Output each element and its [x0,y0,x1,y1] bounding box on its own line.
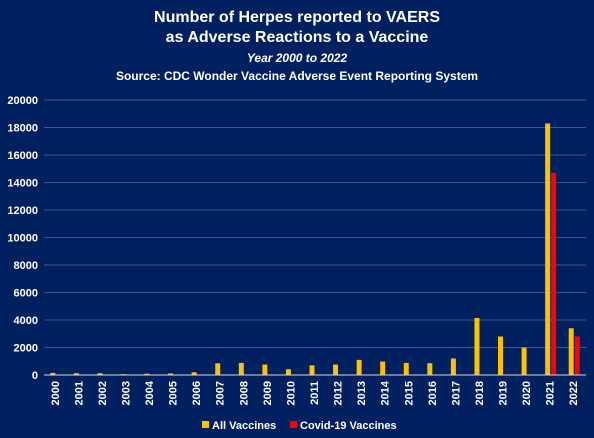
legend-swatch-covid-vaccines [290,421,297,428]
bar-all-vaccines [356,359,362,375]
x-tick-label: 2008 [238,381,250,405]
x-tick-label: 2016 [427,381,439,405]
bar-all-vaccines [238,362,244,375]
bar-all-vaccines [73,373,79,375]
x-tick-label: 2015 [403,381,415,405]
y-tick-label: 6000 [14,288,38,300]
legend: All Vaccines Covid-19 Vaccines [202,420,397,432]
chart-subtitle: Year 2000 to 2022 [247,51,348,65]
x-tick-label: 2019 [498,381,510,405]
y-tick-label: 2000 [14,343,38,355]
y-tick-label: 0 [32,370,38,382]
x-axis-ticks: 2000 2001 2002 2003 2004 2005 2006 2007 2008 2009… [50,380,580,405]
x-tick-label: 2013 [356,381,368,405]
x-tick-label: 2000 [50,381,62,405]
y-tick-label: 20000 [7,95,38,107]
bar-all-vaccines [380,361,386,375]
x-tick-label: 2003 [120,381,132,405]
bar-all-vaccines [144,373,150,375]
x-tick-label: 2012 [333,381,345,405]
x-tick-label: 2006 [191,381,203,405]
bar-covid-vaccines [574,336,580,375]
chart-title-line-2: as Adverse Reactions to a Vaccine [166,29,429,46]
bars [50,123,580,376]
bar-all-vaccines [450,358,456,375]
x-tick-label: 2017 [450,381,462,405]
chart-title-line-1: Number of Herpes reported to VAERS [154,9,440,26]
x-tick-label: 2002 [97,381,109,405]
bar-all-vaccines [521,347,527,375]
gridlines [44,99,586,348]
y-tick-label: 14000 [7,178,38,190]
bar-all-vaccines [191,372,197,375]
bar-all-vaccines [474,317,480,375]
bar-all-vaccines [568,328,574,375]
bar-all-vaccines [403,362,409,375]
y-tick-label: 12000 [7,205,38,217]
bar-all-vaccines [50,372,56,375]
x-tick-label: 2020 [521,381,533,405]
legend-swatch-all-vaccines [202,421,209,428]
x-tick-label: 2021 [545,381,557,405]
y-tick-label: 10000 [7,233,38,245]
bar-all-vaccines [215,363,221,375]
x-tick-label: 2018 [474,381,486,405]
bar-all-vaccines [97,373,103,375]
x-tick-label: 2014 [380,380,392,405]
bar-all-vaccines [427,363,433,375]
chart-source: Source: CDC Wonder Vaccine Adverse Event… [116,69,478,83]
y-tick-label: 4000 [14,315,38,327]
x-tick-label: 2001 [73,381,85,405]
x-tick-label: 2009 [262,381,274,405]
x-tick-label: 2010 [285,381,297,405]
x-tick-label: 2007 [215,381,227,405]
y-axis-ticks: 0 2000 4000 6000 8000 10000 12000 14000 16000 180… [7,95,38,382]
bar-all-vaccines [262,364,268,375]
legend-label-covid-vaccines: Covid-19 Vaccines [300,420,397,432]
y-tick-label: 18000 [7,123,38,135]
y-tick-label: 8000 [14,260,38,272]
bar-covid-vaccines [551,172,557,375]
x-tick-label: 2004 [144,380,156,405]
legend-label-all-vaccines: All Vaccines [212,420,276,432]
bar-all-vaccines [333,364,339,375]
bar-all-vaccines [545,123,551,375]
x-tick-label: 2011 [309,381,321,405]
x-tick-label: 2022 [568,381,580,405]
bar-all-vaccines [309,365,315,375]
bar-all-vaccines [285,369,291,375]
bar-all-vaccines [498,336,504,375]
bar-all-vaccines [168,373,174,375]
y-tick-label: 16000 [7,150,38,162]
x-tick-label: 2005 [168,381,180,405]
